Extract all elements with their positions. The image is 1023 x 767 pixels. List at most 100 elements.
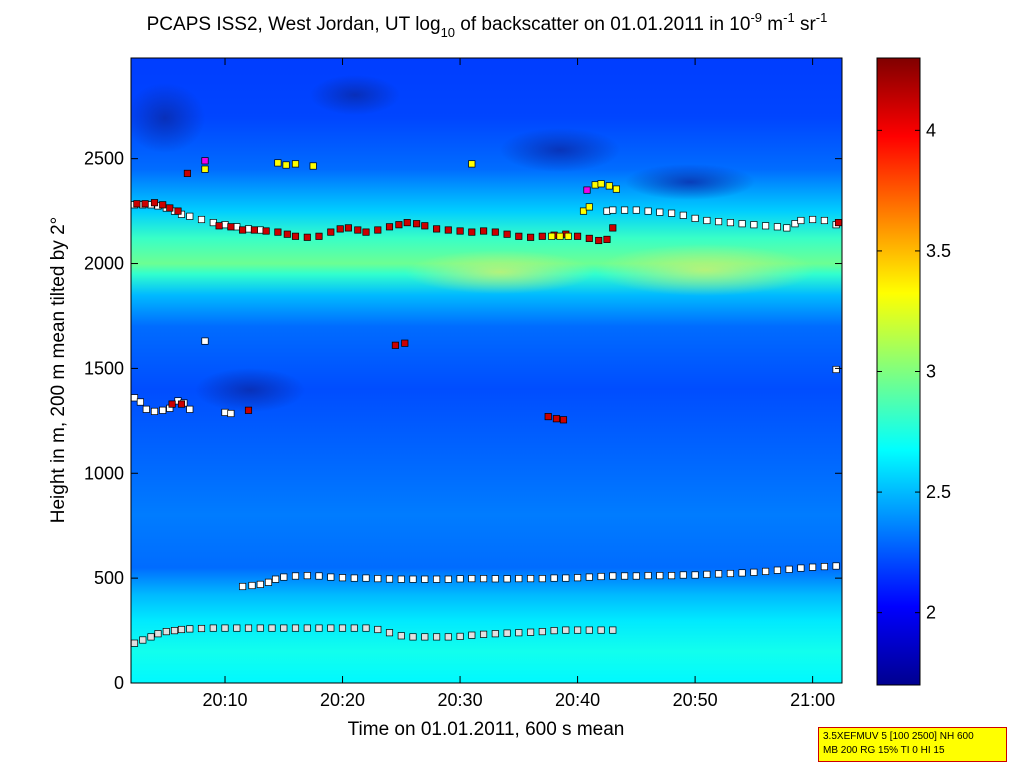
layer-marker: [738, 569, 746, 577]
layer-marker: [362, 574, 370, 582]
layer-marker: [215, 222, 223, 230]
layer-marker: [621, 572, 629, 580]
field-darkspot: [131, 83, 205, 153]
layer-marker: [354, 226, 362, 234]
layer-marker: [715, 570, 723, 578]
layer-marker: [468, 575, 476, 583]
layer-marker: [791, 220, 799, 228]
layer-marker: [762, 222, 770, 230]
layer-marker: [133, 200, 141, 208]
layer-marker: [574, 574, 582, 582]
layer-marker: [327, 228, 335, 236]
layer-marker: [350, 624, 358, 632]
layer-marker: [750, 221, 758, 229]
layer-marker: [491, 575, 499, 583]
layer-marker: [444, 575, 452, 583]
x-tick-label: 20:40: [555, 690, 600, 710]
colorbar-tick-label: 4: [926, 120, 936, 140]
layer-marker: [262, 227, 270, 235]
layer-marker: [385, 223, 394, 231]
colorbar: [876, 57, 921, 686]
colorbar-tick-label: 3.5: [926, 241, 951, 261]
layer-marker: [632, 206, 640, 214]
layer-marker: [403, 219, 411, 227]
layer-marker: [559, 416, 568, 424]
layer-marker: [544, 413, 552, 421]
layer-marker: [131, 639, 139, 647]
layer-marker: [264, 578, 273, 586]
layer-marker: [227, 223, 235, 231]
layer-marker: [456, 575, 464, 583]
layer-marker: [621, 206, 629, 214]
layer-marker: [515, 629, 523, 637]
layer-marker: [548, 232, 556, 240]
layer-marker: [350, 574, 358, 582]
layer-marker: [201, 165, 209, 173]
marker-layer: [131, 157, 842, 647]
layer-marker: [597, 572, 605, 581]
layer-marker: [632, 572, 640, 580]
layer-marker: [233, 223, 241, 231]
layer-marker: [703, 570, 711, 578]
layer-marker: [250, 226, 258, 234]
layer-marker: [315, 572, 323, 580]
layer-marker: [783, 224, 791, 232]
layer-marker: [315, 232, 323, 240]
layer-marker: [186, 212, 194, 220]
layer-marker: [362, 624, 370, 632]
layer-marker: [726, 569, 734, 578]
layer-marker: [656, 208, 664, 216]
layer-marker: [656, 572, 664, 580]
colorbar-axis: 2 2.5 3 3.5 4: [877, 120, 951, 623]
layer-marker: [612, 185, 620, 193]
layer-marker: [797, 564, 805, 572]
layer-marker: [291, 232, 300, 240]
layer-marker: [280, 573, 288, 581]
x-tick-label: 20:30: [438, 690, 483, 710]
layer-marker: [433, 633, 441, 641]
layer-marker: [170, 627, 179, 635]
layer-marker: [177, 625, 186, 634]
layer-marker: [136, 398, 144, 406]
plot-frame: [130, 57, 843, 684]
layer-marker: [183, 169, 191, 177]
layer-marker: [797, 216, 805, 225]
layer-marker: [327, 624, 335, 632]
layer-marker: [668, 572, 676, 580]
layer-marker: [562, 626, 570, 634]
colorbar-tick-label: 3: [926, 362, 936, 382]
layer-marker: [564, 232, 572, 240]
layer-marker: [574, 626, 582, 634]
layer-marker: [201, 157, 209, 165]
layer-marker: [538, 575, 546, 583]
y-axis: 0 500 1000 1500 2000 2500: [84, 149, 842, 693]
layer-marker: [691, 214, 699, 222]
x-tick-label: 20:20: [320, 690, 365, 710]
layer-marker: [820, 216, 828, 225]
layer-marker: [595, 236, 603, 245]
layer-marker: [809, 563, 817, 571]
layer-marker: [556, 232, 564, 240]
layer-marker: [585, 573, 593, 581]
layer-marker: [832, 562, 840, 570]
layer-marker: [585, 203, 593, 211]
layer-marker: [309, 162, 317, 170]
layer-marker: [168, 400, 176, 408]
layer-marker: [327, 573, 335, 581]
layer-marker: [147, 633, 155, 641]
x-axis-label: Time on 01.01.2011, 600 s mean: [348, 719, 625, 740]
layer-marker: [409, 575, 417, 583]
layer-marker: [679, 571, 687, 579]
layer-marker: [515, 575, 523, 583]
layer-marker: [291, 160, 300, 168]
layer-marker: [303, 624, 311, 632]
layer-marker: [159, 201, 167, 209]
layer-marker: [703, 216, 711, 225]
layer-marker: [409, 633, 417, 641]
layer-marker: [809, 215, 817, 224]
layer-marker: [679, 211, 687, 219]
layer-marker: [233, 624, 241, 632]
layer-marker: [491, 228, 499, 236]
layer-marker: [401, 339, 409, 347]
y-tick-label: 1000: [84, 463, 124, 483]
